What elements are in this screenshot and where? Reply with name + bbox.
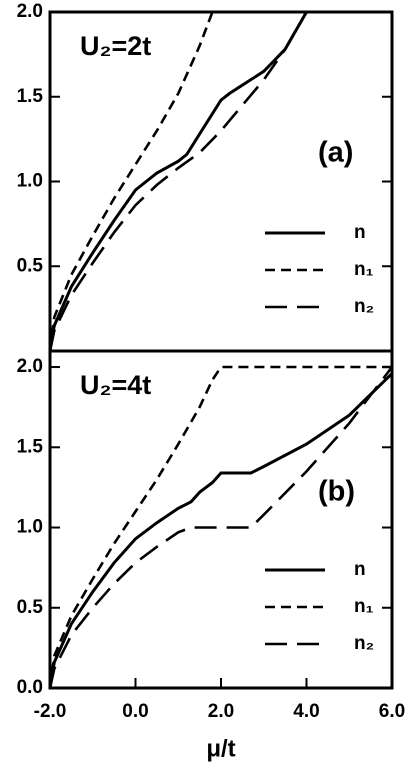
panel-label: (a) — [318, 137, 353, 169]
annotation: U₂=2t — [80, 31, 151, 61]
series-line — [48, 11, 214, 352]
legend-label: n₂ — [354, 296, 374, 317]
y-tick-label: 2.0 — [17, 1, 43, 22]
y-tick-label: 0.0 — [17, 677, 43, 698]
series-line — [48, 366, 394, 689]
y-tick-label: 1.5 — [17, 436, 44, 457]
y-tick-label: 1.0 — [17, 517, 43, 538]
x-tick-label: 0.0 — [122, 701, 148, 722]
legend-label: n₂ — [354, 633, 374, 654]
y-tick-label: 0.5 — [17, 255, 44, 276]
plot-frame — [48, 349, 394, 690]
panel-label: (b) — [318, 476, 355, 508]
series-line — [48, 11, 308, 352]
legend-label: n₁ — [354, 596, 374, 617]
legend-label: n — [354, 559, 366, 580]
x-axis-label: μ/t — [206, 735, 235, 762]
x-tick-label: 2.0 — [208, 701, 234, 722]
y-tick-label: 1.5 — [17, 86, 44, 107]
plot-frame — [48, 10, 394, 353]
y-tick-label: 2.0 — [17, 356, 43, 377]
legend-label: n — [354, 222, 366, 243]
y-tick-label: 0.5 — [17, 597, 44, 618]
y-tick-label: 1.0 — [17, 171, 43, 192]
annotation: U₂=4t — [80, 370, 151, 400]
x-tick-label: 6.0 — [379, 701, 405, 722]
series-line — [48, 11, 308, 352]
x-tick-label: -2.0 — [34, 701, 67, 722]
x-tick-label: 4.0 — [293, 701, 319, 722]
series-line — [48, 365, 392, 689]
series-line — [48, 372, 394, 689]
legend-label: n₁ — [354, 259, 374, 280]
